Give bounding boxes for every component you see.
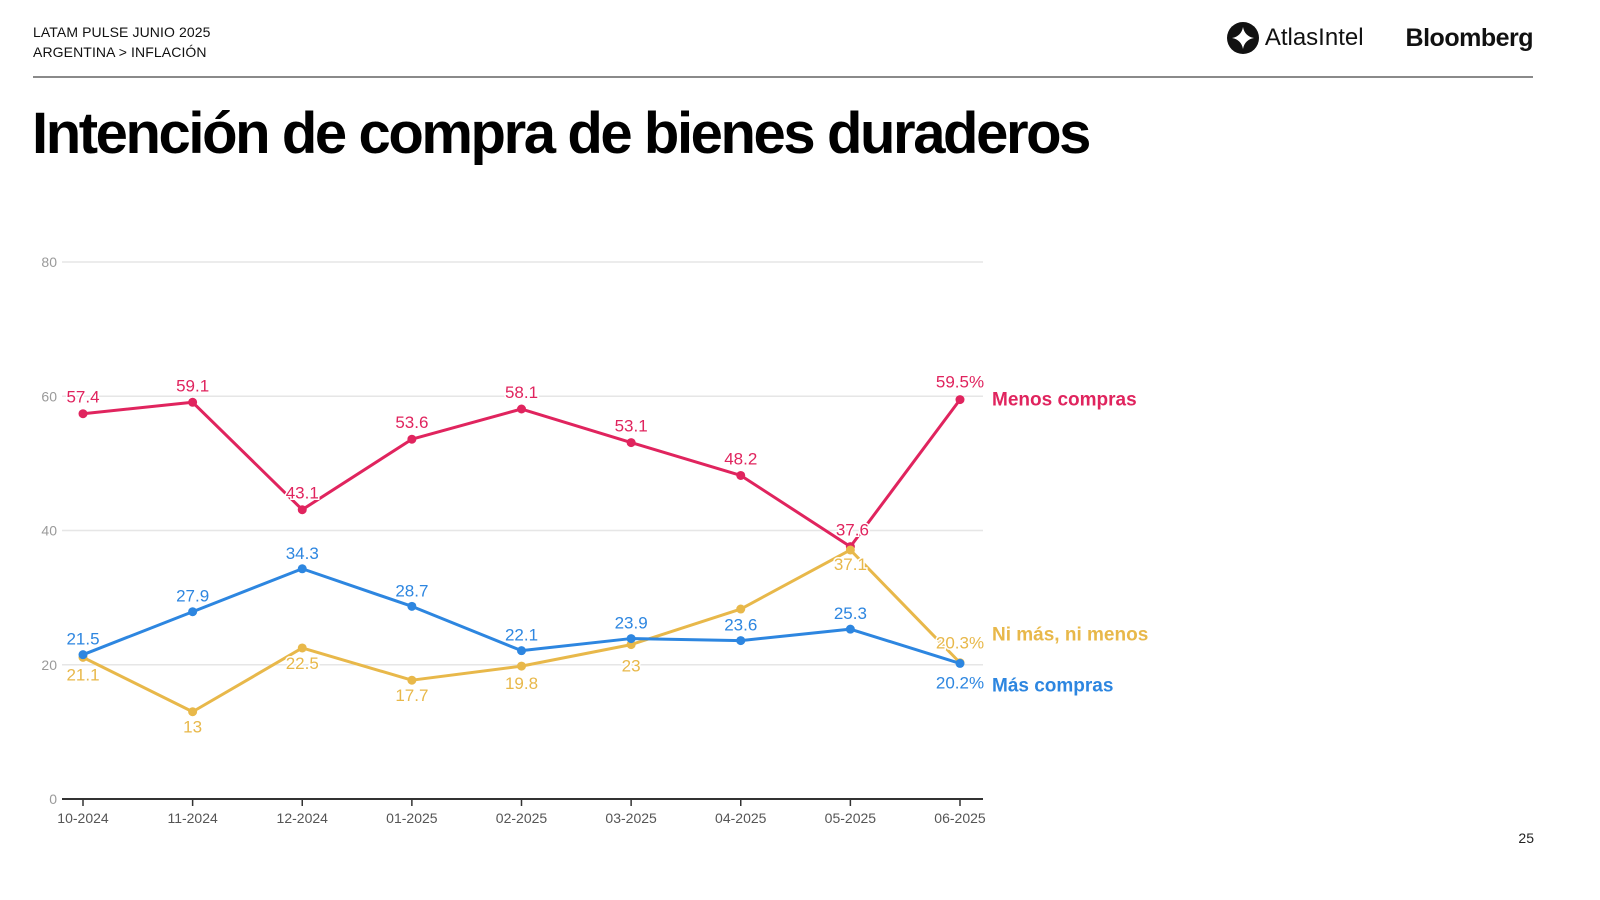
data-point-mas-06-2025 — [955, 658, 965, 668]
series-name-label-ni: Ni más, ni menos — [992, 625, 1148, 646]
data-point-mas-12-2024 — [297, 564, 307, 574]
bloomberg-logo: Bloomberg — [1405, 23, 1534, 52]
x-tick-label-03-2025: 03-2025 — [605, 810, 657, 826]
data-label-mas-03-2025: 23.9 — [615, 614, 648, 633]
data-label-menos-11-2024: 59.1 — [176, 376, 209, 395]
data-point-mas-01-2025 — [407, 601, 417, 611]
data-label-mas-12-2024: 34.3 — [286, 544, 319, 563]
data-point-menos-11-2024 — [188, 397, 198, 407]
data-label-menos-06-2025: 59.5% — [936, 373, 984, 392]
data-label-mas-01-2025: 28.7 — [395, 581, 428, 600]
data-label-ni-02-2025: 19.8 — [505, 674, 538, 693]
x-tick-label-06-2025: 06-2025 — [934, 810, 986, 826]
data-point-mas-10-2024 — [78, 650, 88, 660]
x-tick-label-01-2025: 01-2025 — [386, 810, 438, 826]
data-point-menos-02-2025 — [517, 404, 526, 414]
data-label-ni-06-2025: 20.3% — [936, 634, 984, 653]
data-label-ni-01-2025: 17.7 — [395, 686, 428, 705]
data-point-menos-10-2024 — [78, 409, 88, 419]
partner-logos: AtlasIntel Bloomberg — [1226, 22, 1534, 54]
data-label-mas-04-2025: 23.6 — [724, 616, 757, 635]
data-point-menos-04-2025 — [736, 470, 746, 480]
x-tick-label-10-2024: 10-2024 — [57, 810, 109, 826]
data-label-mas-06-2025: 20.2% — [936, 673, 984, 692]
data-label-menos-12-2024: 43.1 — [286, 484, 319, 503]
data-label-ni-12-2024: 22.5 — [286, 654, 319, 673]
y-tick-label-0: 0 — [49, 791, 57, 807]
data-point-mas-11-2024 — [188, 607, 198, 617]
data-point-mas-02-2025 — [517, 646, 526, 656]
data-point-ni-02-2025 — [517, 661, 526, 671]
y-tick-label-20: 20 — [41, 657, 57, 673]
report-name: LATAM PULSE JUNIO 2025 — [33, 24, 211, 40]
atlasintel-logo: AtlasIntel — [1226, 22, 1364, 54]
page-title: Intención de compra de bienes duraderos — [32, 101, 1091, 166]
atlasintel-wordmark: AtlasIntel — [1264, 24, 1364, 51]
data-point-ni-04-2025 — [736, 604, 746, 614]
x-tick-label-05-2025: 05-2025 — [825, 810, 877, 826]
header-divider — [33, 76, 1533, 78]
data-label-menos-04-2025: 48.2 — [724, 449, 757, 468]
data-point-menos-03-2025 — [626, 438, 636, 448]
data-label-menos-02-2025: 58.1 — [505, 383, 538, 402]
data-point-menos-12-2024 — [297, 505, 307, 515]
data-label-mas-05-2025: 25.3 — [834, 604, 867, 623]
x-tick-label-12-2024: 12-2024 — [277, 810, 329, 826]
data-point-mas-04-2025 — [736, 636, 746, 646]
data-label-menos-05-2025: 37.6 — [836, 521, 869, 540]
page-number: 25 — [1518, 830, 1534, 846]
data-label-menos-03-2025: 53.1 — [615, 417, 648, 436]
data-point-ni-05-2025 — [845, 545, 855, 555]
series-line-menos — [82, 398, 962, 549]
breadcrumb: LATAM PULSE JUNIO 2025 ARGENTINA > INFLA… — [33, 22, 211, 62]
data-label-menos-10-2024: 57.4 — [66, 388, 99, 407]
data-label-mas-02-2025: 22.1 — [505, 626, 538, 645]
x-tick-label-11-2024: 11-2024 — [167, 810, 218, 826]
data-point-menos-01-2025 — [407, 434, 417, 444]
y-tick-label-80: 80 — [41, 254, 57, 270]
data-label-ni-10-2024: 21.1 — [66, 665, 99, 684]
data-label-mas-10-2024: 21.5 — [66, 630, 99, 649]
x-tick-label-02-2025: 02-2025 — [496, 810, 548, 826]
x-tick-label-04-2025: 04-2025 — [715, 810, 767, 826]
series-name-label-menos: Menos compras — [992, 390, 1137, 411]
section-path: ARGENTINA > INFLACIÓN — [33, 44, 207, 60]
data-point-ni-11-2024 — [188, 707, 198, 717]
data-point-mas-03-2025 — [626, 634, 636, 644]
y-tick-label-60: 60 — [41, 388, 57, 404]
data-point-menos-06-2025 — [955, 395, 965, 405]
data-label-mas-11-2024: 27.9 — [176, 587, 209, 606]
series-name-label-mas: Más compras — [992, 675, 1113, 696]
data-label-ni-03-2025: 23 — [622, 657, 641, 676]
data-label-menos-01-2025: 53.6 — [395, 413, 428, 432]
data-point-mas-05-2025 — [845, 624, 855, 634]
y-tick-label-40: 40 — [41, 523, 57, 539]
atlasintel-logo-icon — [1226, 22, 1259, 54]
data-label-ni-05-2025: 37.1 — [834, 555, 867, 574]
data-point-ni-01-2025 — [407, 675, 417, 685]
data-point-ni-12-2024 — [297, 643, 307, 653]
data-label-ni-11-2024: 13 — [183, 718, 202, 737]
